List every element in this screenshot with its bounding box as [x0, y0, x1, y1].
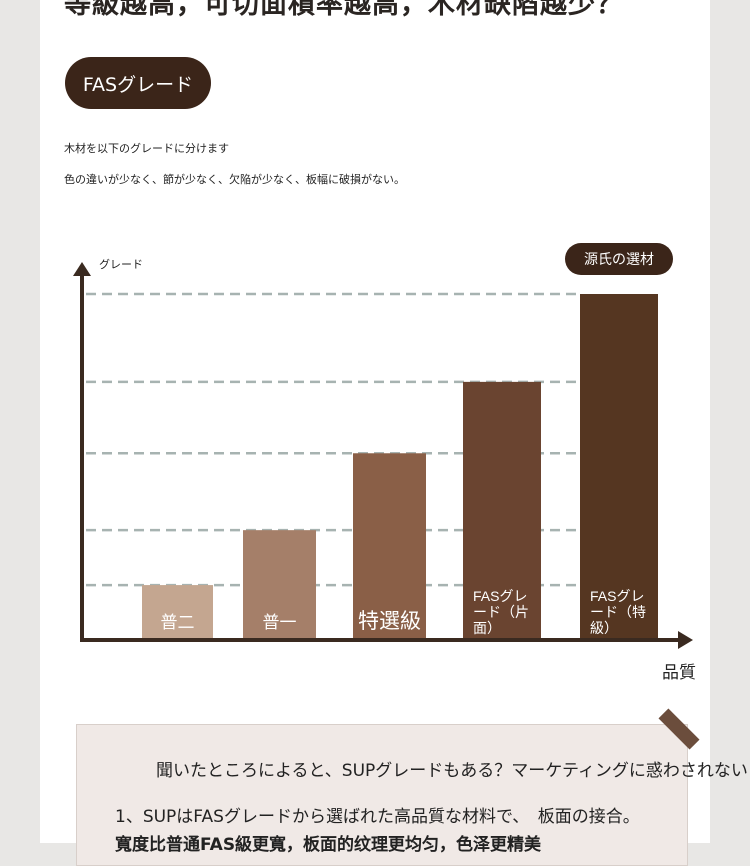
- category-label-3: 特選級: [358, 610, 421, 633]
- bar-3: [353, 453, 426, 640]
- x-axis-label: 品質: [662, 663, 696, 682]
- x-axis-arrow: [678, 631, 693, 649]
- fas-description-text: 色の違いが少なく、節が少なく、欠陥が少なく、板幅に破損がない。: [64, 173, 405, 186]
- category-label-4: FASグレード（片面）: [473, 588, 529, 636]
- bar-2: [243, 530, 316, 640]
- quote-box: [76, 724, 688, 866]
- brand-annotation-label: 源氏の選材: [584, 252, 654, 268]
- sup-question-text: 聞いたところによると、SUPグレードもある？マーケティングに惑わされない！: [156, 761, 750, 781]
- grade-bar-chart: グレード 品質 普二 普一 特選級 FASグレード（片面） FASグレード（特級）: [73, 257, 696, 682]
- sup-point-1-text: 1、SUPはFASグレードから選ばれた高品質な材料で、 板面の接合。: [115, 807, 640, 827]
- y-axis-label: グレード: [99, 257, 143, 271]
- y-axis-arrow: [73, 262, 91, 276]
- category-label-2: 普一: [263, 613, 297, 632]
- category-label-1: 普二: [161, 613, 195, 632]
- section-title: 等級越高，可切面積率越高，木材缺陷越少？: [64, 0, 624, 20]
- fas-grade-pill-label: FASグレード: [82, 73, 194, 96]
- category-label-5: FASグレード（特級）: [590, 588, 646, 636]
- fas-grade-pill: FASグレード: [65, 57, 211, 109]
- bar-1: [142, 585, 213, 640]
- brand-annotation-badge: 源氏の選材: [565, 243, 673, 275]
- bar-4: [463, 381, 541, 640]
- bar-5: [580, 294, 658, 640]
- grade-intro-text: 木材を以下のグレードに分けます: [64, 142, 229, 155]
